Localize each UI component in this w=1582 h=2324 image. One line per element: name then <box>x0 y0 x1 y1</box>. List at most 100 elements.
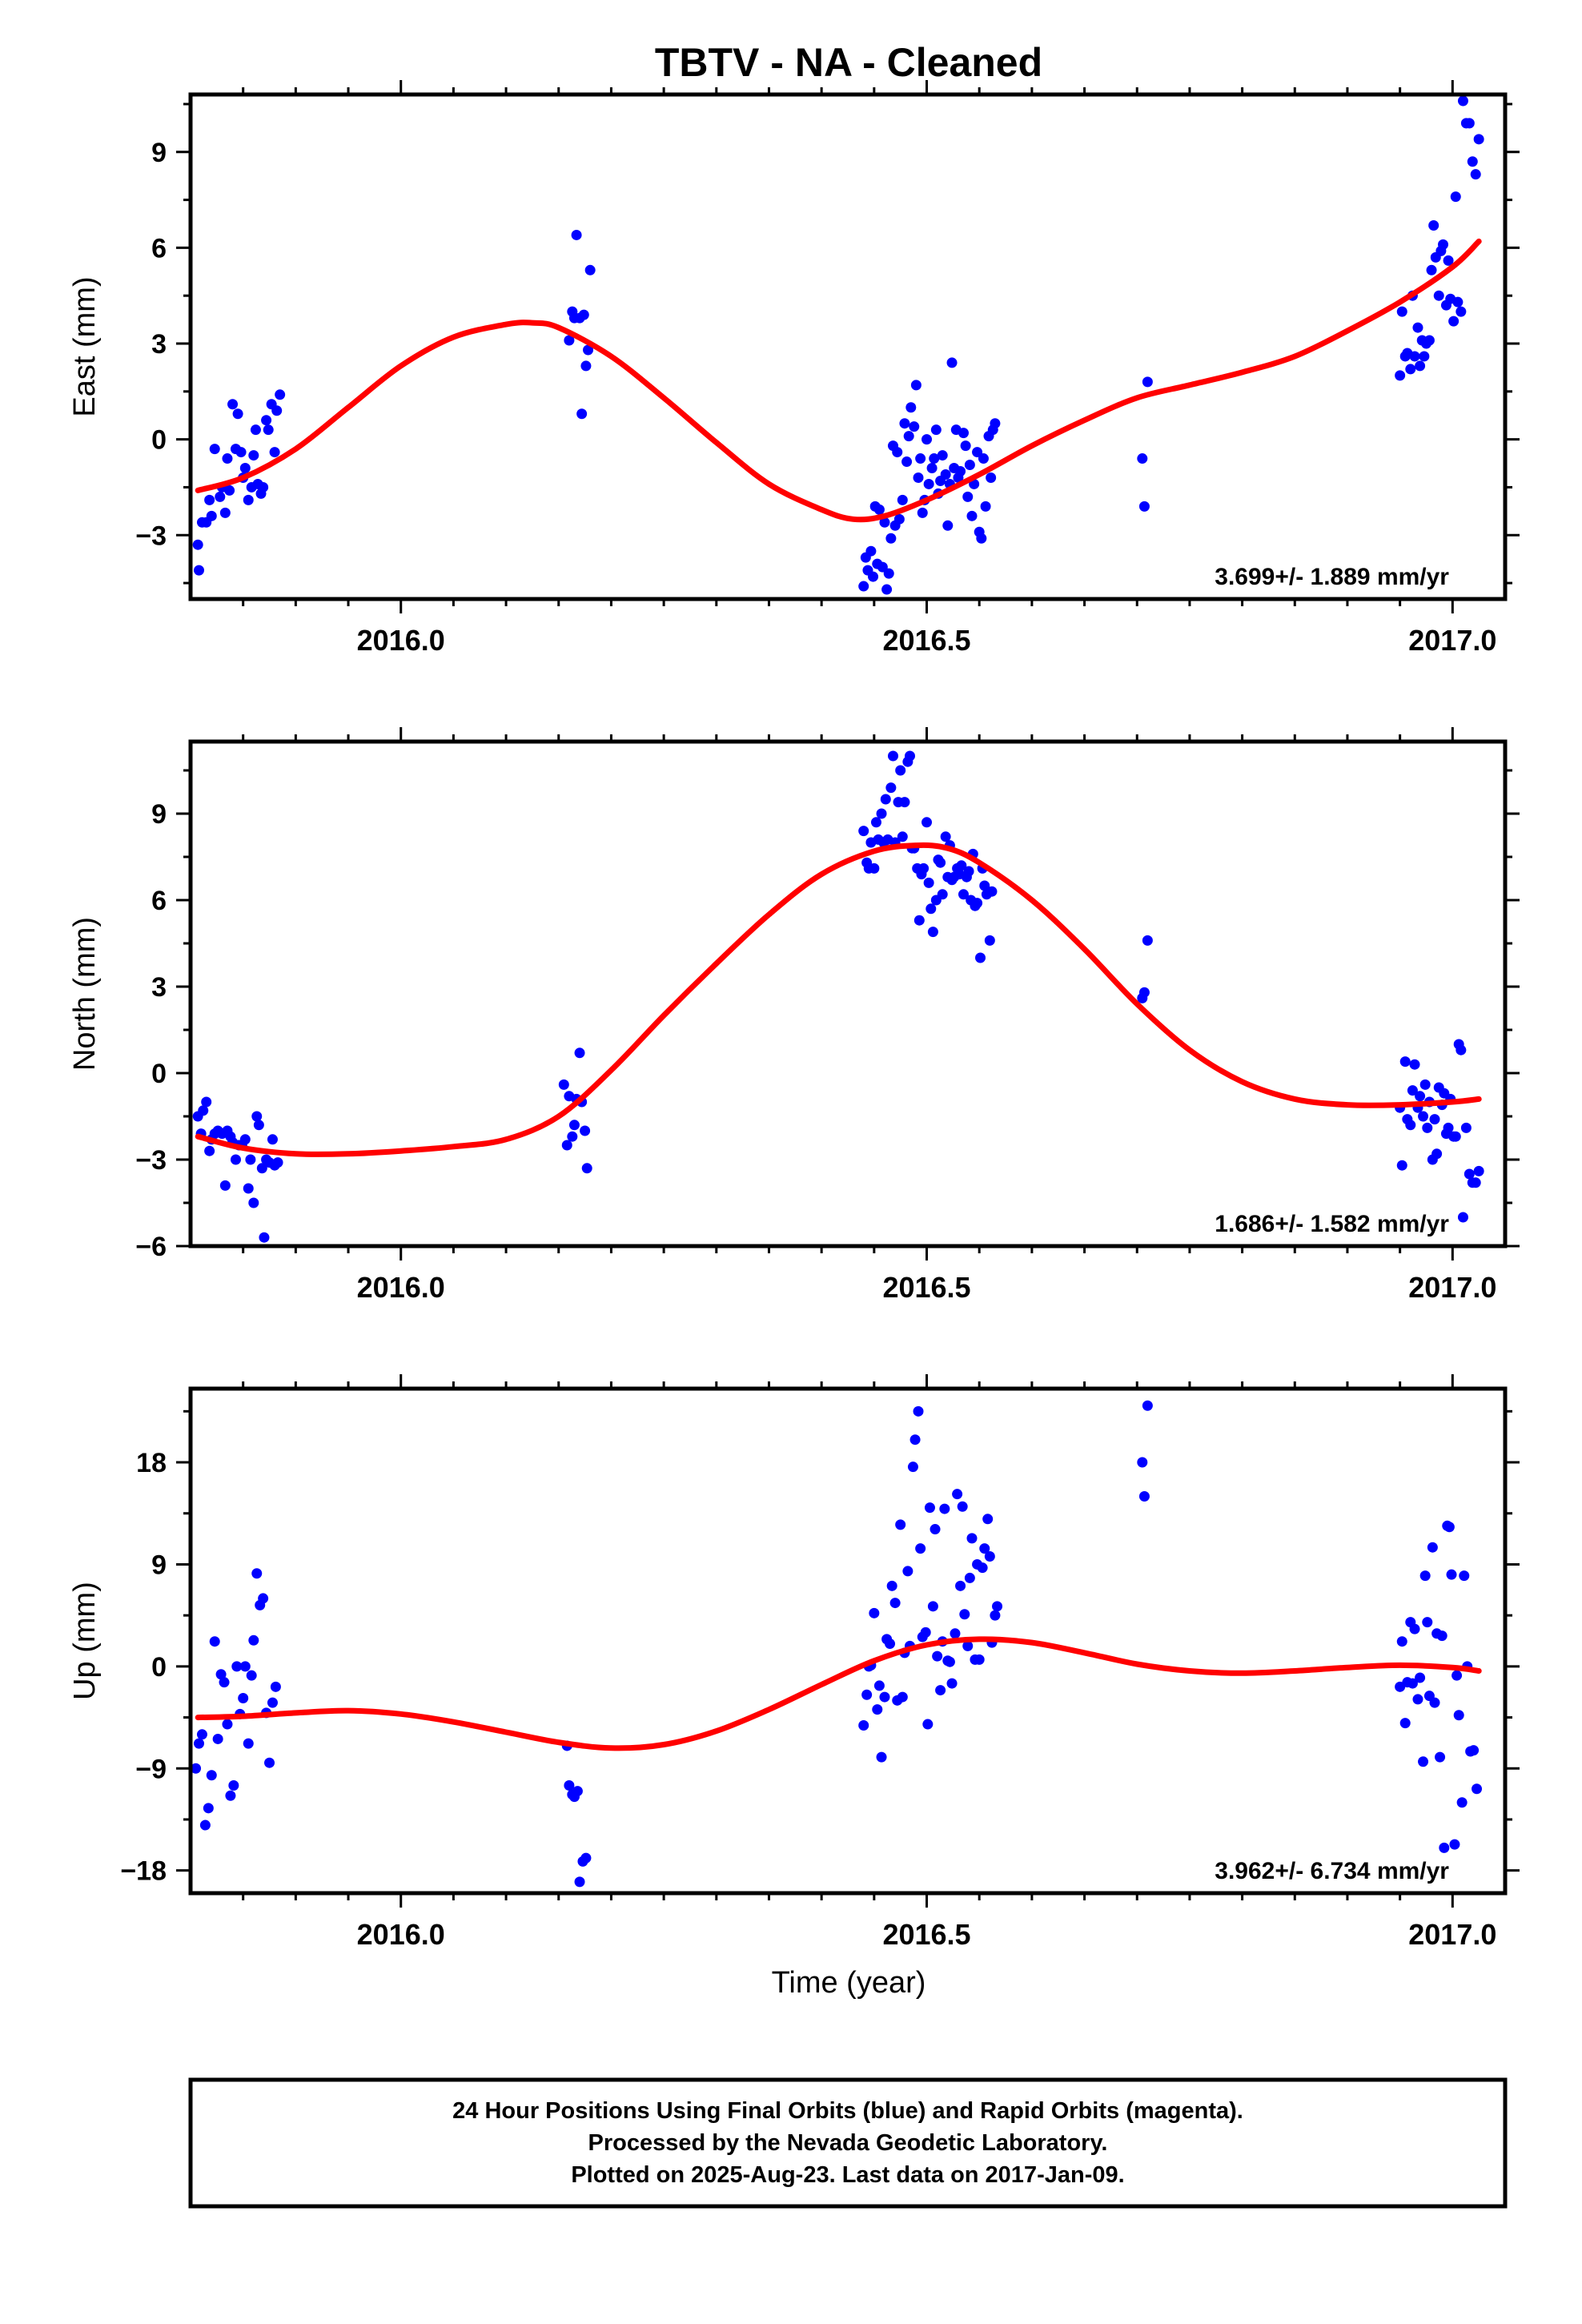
north-data-point <box>923 877 934 888</box>
east-data-point <box>1457 95 1468 107</box>
east-data-point <box>194 565 205 576</box>
east-data-point <box>923 478 934 489</box>
up-data-point <box>889 1598 901 1609</box>
east-data-point <box>897 494 908 505</box>
east-data-point <box>990 418 1001 429</box>
east-data-point <box>564 335 575 346</box>
east-data-point <box>942 520 954 531</box>
east-data-point <box>1456 306 1467 317</box>
up-data-point <box>231 1661 243 1672</box>
east-data-point <box>250 424 261 436</box>
north-x-tick-label: 2016.5 <box>882 1271 970 1304</box>
east-data-point <box>1433 290 1444 301</box>
east-data-point <box>576 408 588 420</box>
east-data-point <box>976 533 987 544</box>
east-data-point <box>1443 255 1454 266</box>
up-data-point <box>1138 1490 1150 1502</box>
up-data-point <box>957 1501 968 1512</box>
north-data-point <box>899 797 910 808</box>
up-data-point <box>930 1524 941 1535</box>
up-data-point <box>946 1678 958 1689</box>
north-data-point <box>876 808 887 819</box>
up-data-point <box>228 1780 239 1791</box>
east-y-tick-label: 0 <box>151 425 167 456</box>
east-data-point <box>926 463 938 474</box>
east-rate-label: 3.699+/- 1.889 mm/yr <box>1215 564 1449 590</box>
east-data-point <box>865 545 877 557</box>
north-data-point <box>561 1140 572 1151</box>
north-data-point <box>1470 1177 1481 1188</box>
east-data-point <box>275 389 286 400</box>
east-data-point <box>269 447 280 458</box>
north-data-point <box>858 826 869 837</box>
up-data-point <box>1399 1718 1411 1729</box>
east-x-tick-label: 2016.0 <box>357 624 445 657</box>
east-data-point <box>1142 376 1153 388</box>
up-data-point <box>1453 1710 1464 1721</box>
up-data-point <box>907 1462 918 1473</box>
footer-line-1: 24 Hour Positions Using Final Orbits (bl… <box>452 2098 1243 2124</box>
east-data-point <box>962 491 974 502</box>
east-data-point <box>1415 360 1426 372</box>
north-data-points <box>192 750 1484 1243</box>
east-data-point <box>1426 264 1437 275</box>
north-data-point <box>259 1232 270 1243</box>
east-fit-curve <box>195 238 1482 523</box>
east-data-point <box>917 507 928 518</box>
up-data-point <box>191 1763 202 1774</box>
up-data-point <box>203 1803 214 1814</box>
east-data-point <box>901 456 913 468</box>
north-data-point <box>272 1157 283 1168</box>
east-data-point <box>227 399 239 410</box>
north-data-point <box>1443 1122 1454 1133</box>
north-fit-curve <box>195 842 1482 1157</box>
east-data-point <box>580 360 592 372</box>
east-data-point <box>1448 316 1460 327</box>
north-data-point <box>926 903 937 915</box>
north-data-point <box>1418 1111 1429 1122</box>
north-panel: −6 −3 0 3 6 9 2016.0 2016.5 2017.0 North (mm) 1.68… <box>68 727 1520 1304</box>
footer-box: 24 Hour Positions Using Final Orbits (bl… <box>188 2077 1508 2209</box>
east-data-point <box>930 424 942 436</box>
north-plot-frame <box>188 739 1508 1248</box>
north-y-tick-label: 0 <box>151 1059 167 1089</box>
north-data-point <box>230 1154 241 1165</box>
north-data-point <box>984 935 995 946</box>
north-data-point <box>940 831 951 842</box>
east-data-point <box>955 466 966 477</box>
up-data-point <box>1446 1569 1457 1580</box>
up-data-point <box>222 1719 233 1730</box>
up-data-point <box>879 1691 890 1703</box>
up-data-point <box>212 1733 223 1744</box>
north-data-point <box>1399 1056 1411 1068</box>
up-data-point <box>982 1514 994 1525</box>
north-data-point <box>870 817 881 828</box>
up-data-point <box>886 1580 897 1591</box>
up-data-point <box>959 1609 970 1620</box>
up-data-point <box>939 1503 950 1514</box>
north-data-point <box>245 1154 256 1165</box>
east-data-point <box>1437 239 1448 250</box>
east-data-point <box>893 513 905 525</box>
east-data-point <box>958 428 969 439</box>
east-data-point <box>868 571 879 582</box>
north-data-point <box>1456 1044 1467 1055</box>
north-data-point <box>1407 1085 1418 1096</box>
up-x-tick-label: 2017.0 <box>1408 1918 1496 1951</box>
x-axis-label: Time (year) <box>772 1966 926 2000</box>
north-data-point <box>256 1163 267 1174</box>
up-data-points <box>191 1400 1483 1888</box>
up-y-axis-label: Up (mm) <box>68 1582 102 1700</box>
up-data-point <box>932 1651 943 1662</box>
up-data-point <box>897 1691 908 1703</box>
east-data-point <box>1396 306 1407 317</box>
up-y-tick-label: 18 <box>136 1448 167 1478</box>
up-data-point <box>920 1626 931 1638</box>
up-data-point <box>239 1661 251 1672</box>
north-data-point <box>958 889 969 900</box>
up-panel: −18 −9 0 9 18 2016.0 2016.5 2017.0 Up (mm) 3.962+… <box>68 1374 1520 1951</box>
east-data-point <box>879 517 890 528</box>
east-data-point <box>946 357 958 368</box>
north-data-point <box>1464 1168 1475 1180</box>
